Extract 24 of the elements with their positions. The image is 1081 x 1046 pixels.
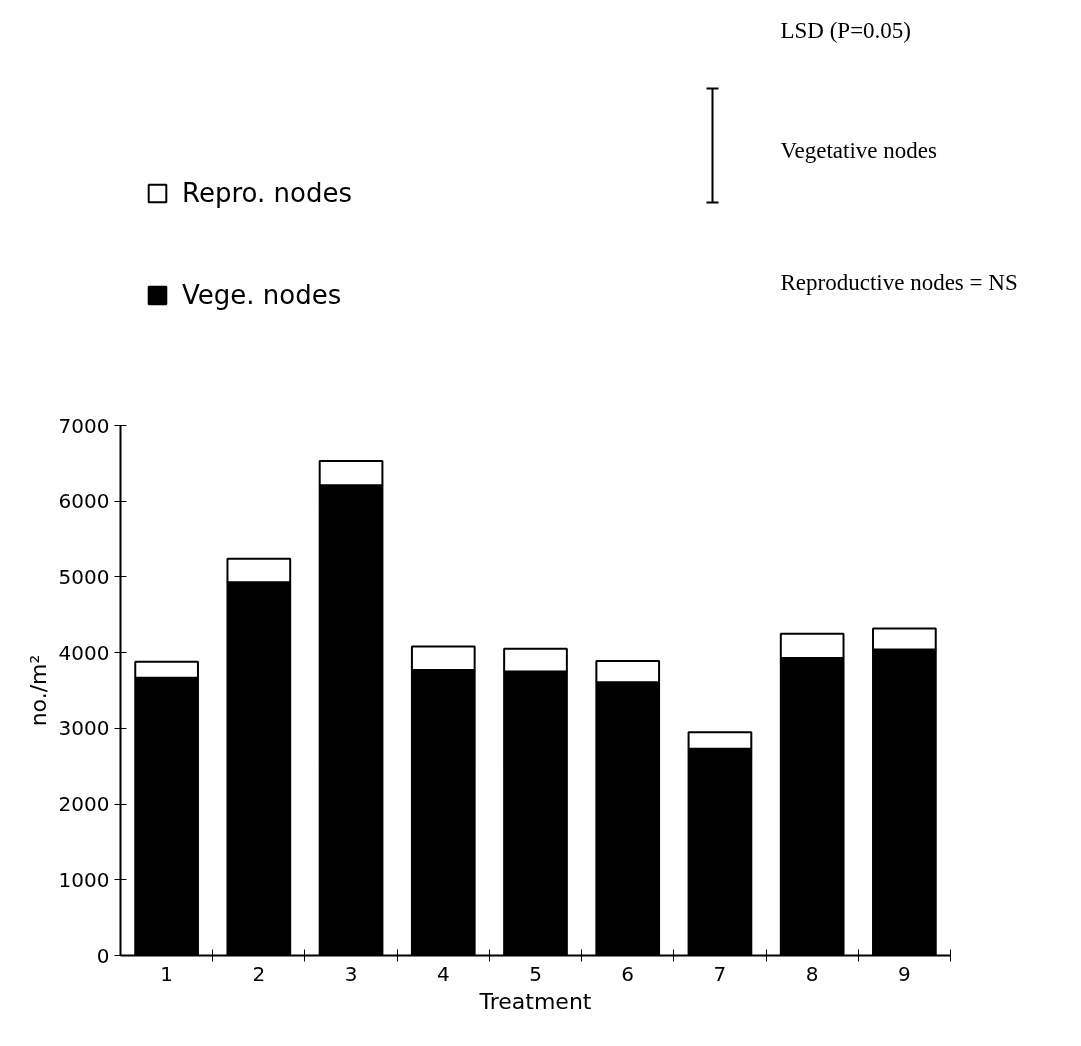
- x-tick-label: 1: [160, 961, 173, 986]
- x-tick-label: 2: [252, 961, 266, 986]
- y-tick-label: 0: [96, 943, 110, 968]
- y-tick-label: 1000: [58, 867, 110, 892]
- y-tick-label: 5000: [58, 564, 110, 589]
- text: Reproductive nodes = NS: [780, 270, 1018, 295]
- x-tick-label: 7: [713, 961, 727, 986]
- legend-label: Vege. nodes: [182, 280, 342, 310]
- x-tick-label: 9: [898, 961, 911, 986]
- x-tick-label: 5: [529, 961, 542, 986]
- y-tick-label: 7000: [58, 413, 110, 438]
- text: LSD (P=0.05): [780, 18, 912, 43]
- text: Vegetative nodes: [780, 138, 938, 163]
- x-axis-title: Treatment: [478, 988, 592, 1014]
- x-tick-label: 4: [436, 961, 450, 986]
- x-tick-label: 6: [621, 961, 635, 986]
- y-tick-label: 3000: [58, 716, 110, 741]
- legend-label: Repro. nodes: [182, 178, 352, 208]
- y-tick-label: 6000: [58, 489, 110, 514]
- y-axis-title: no./m²: [25, 654, 51, 727]
- x-tick-label: 3: [344, 961, 358, 986]
- y-tick-label: 4000: [58, 640, 110, 665]
- y-tick-label: 2000: [58, 792, 110, 817]
- x-tick-label: 8: [805, 961, 819, 986]
